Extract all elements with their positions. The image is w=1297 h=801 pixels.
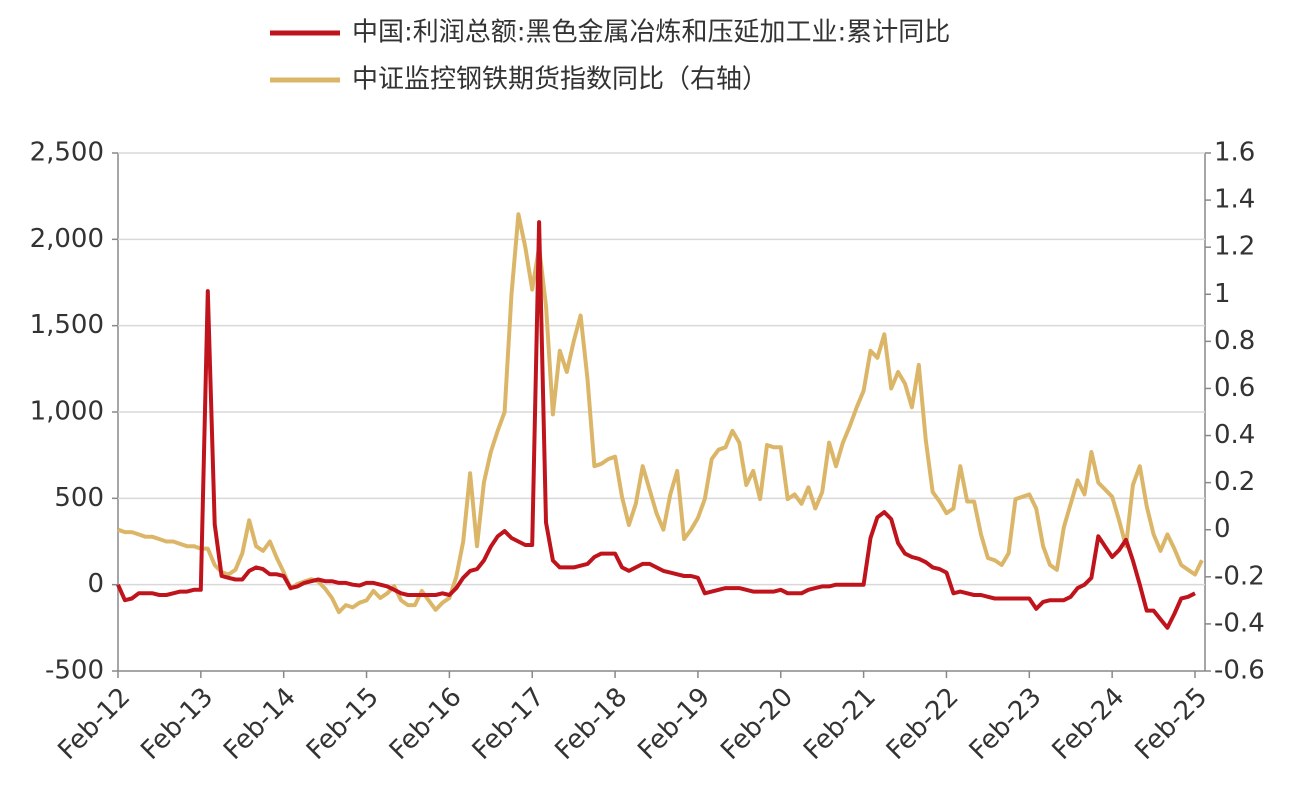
legend-label: 中证监控钢铁期货指数同比（右轴）: [352, 65, 768, 95]
y2-tick-label: -0.6: [1214, 656, 1265, 686]
y-tick-label: 500: [54, 483, 104, 513]
y-tick-label: -500: [45, 656, 104, 686]
x-tick-label: Feb-25: [1129, 682, 1213, 766]
x-tick-label: Feb-12: [52, 682, 136, 766]
data-line: [117, 212, 1204, 615]
y2-tick-label: 0: [1214, 514, 1231, 544]
y2-tick-label: 0.2: [1214, 467, 1255, 497]
y2-tick-label: 1.4: [1214, 185, 1255, 215]
x-tick-label: Feb-18: [550, 682, 634, 766]
y2-tick-label: 0.4: [1214, 420, 1255, 450]
x-tick-label: Feb-22: [881, 682, 965, 766]
x-tick-label: Feb-23: [964, 682, 1048, 766]
x-tick-label: Feb-24: [1047, 682, 1131, 766]
y2-tick-label: 1.2: [1214, 232, 1255, 262]
x-tick-label: Feb-14: [218, 682, 302, 766]
y2-tick-label: 1: [1214, 279, 1231, 309]
x-tick-label: Feb-13: [135, 682, 219, 766]
y-tick-label: 2,500: [30, 138, 104, 168]
x-tick-label: Feb-20: [715, 682, 799, 766]
y-tick-label: 2,000: [30, 224, 104, 254]
x-tick-label: Feb-16: [384, 682, 468, 766]
x-tick-label: Feb-17: [467, 682, 551, 766]
x-tick-label: Feb-19: [632, 682, 716, 766]
y-tick-label: 1,000: [30, 397, 104, 427]
y-tick-label: 0: [87, 569, 104, 599]
y2-tick-label: 0.8: [1214, 326, 1255, 356]
legend-label: 中国:利润总额:黑色金属冶炼和压延加工业:累计同比: [352, 18, 950, 48]
y2-tick-label: -0.4: [1214, 608, 1265, 638]
y2-tick-label: 1.6: [1214, 138, 1255, 168]
y-tick-label: 1,500: [30, 310, 104, 340]
y2-tick-label: 0.6: [1214, 373, 1255, 403]
x-tick-label: Feb-15: [301, 682, 385, 766]
x-tick-label: Feb-21: [798, 682, 882, 766]
data-line: [116, 220, 1196, 630]
y2-tick-label: -0.2: [1214, 561, 1265, 591]
